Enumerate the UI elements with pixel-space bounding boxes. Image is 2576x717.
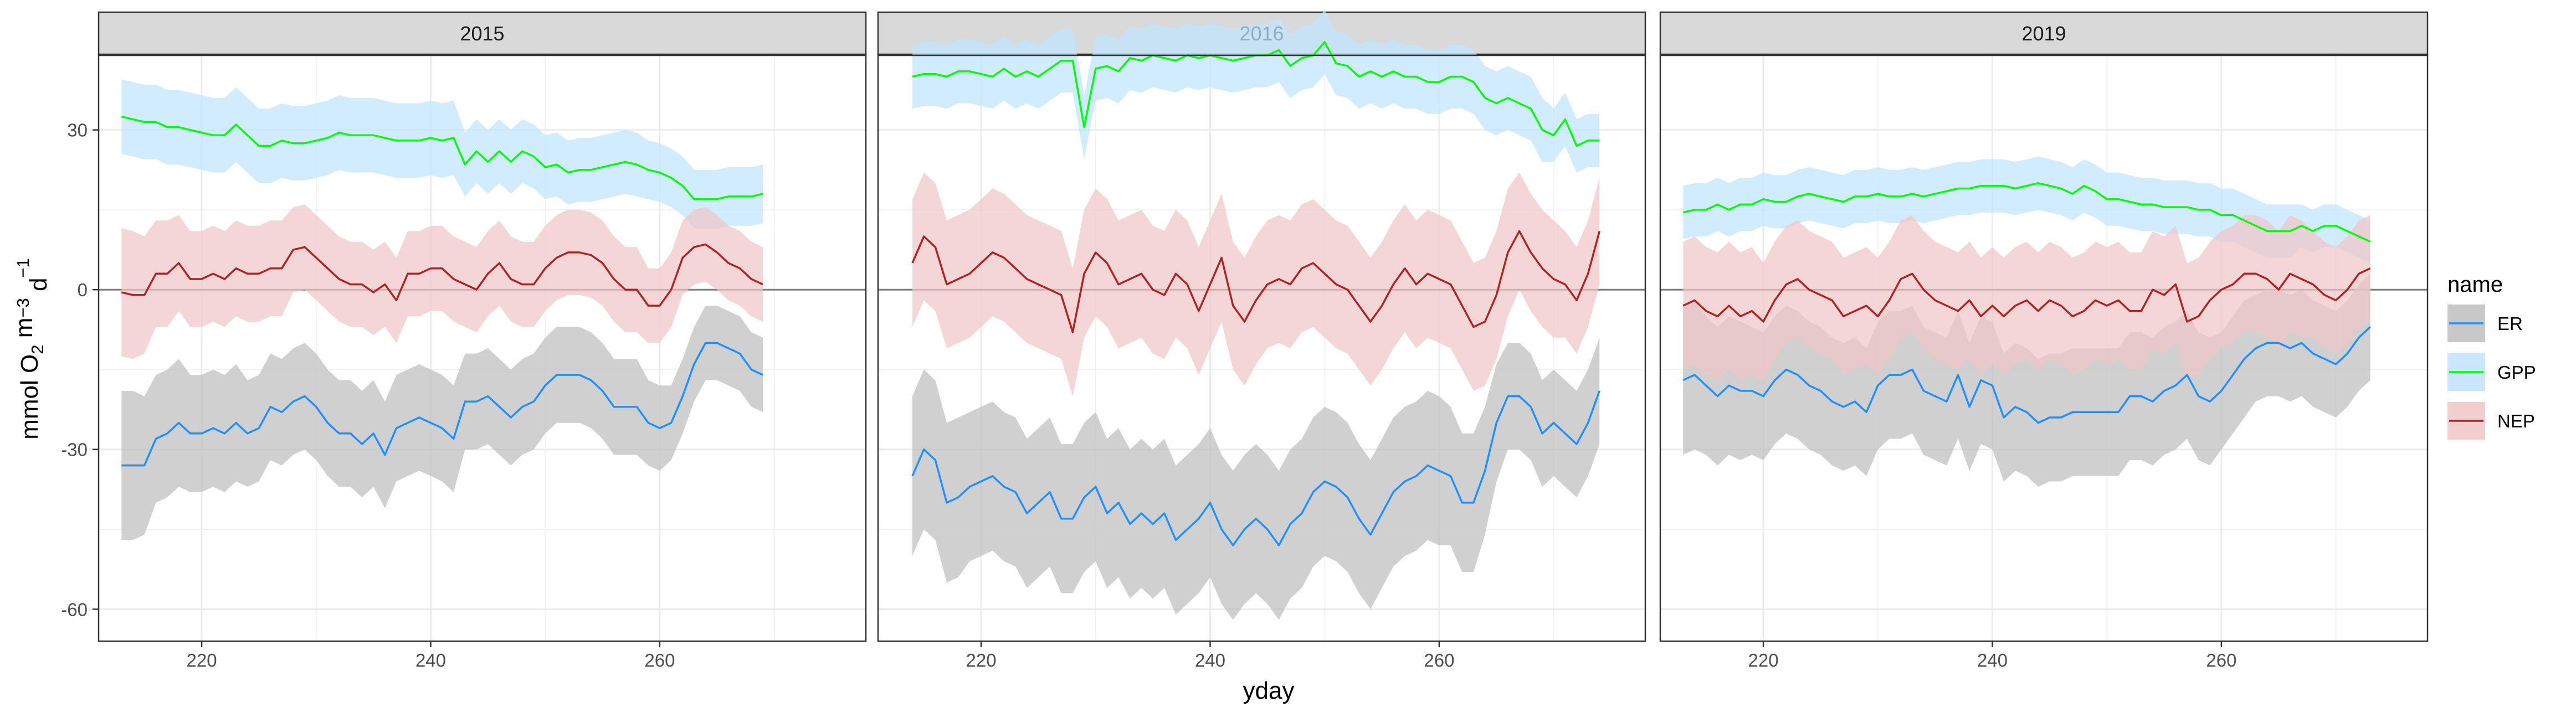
x-tick-label: 260 bbox=[1424, 650, 1454, 670]
x-tick-label: 240 bbox=[1195, 650, 1225, 670]
y-tick-label: 0 bbox=[78, 280, 88, 300]
panel-2016: 2016220240260 bbox=[877, 10, 1646, 670]
series-line-gpp bbox=[121, 115, 763, 200]
ribbon-er bbox=[121, 306, 763, 540]
y-axis-title-part: −1 bbox=[13, 258, 33, 277]
panel-border bbox=[98, 54, 867, 642]
y-tick-label: 30 bbox=[67, 120, 88, 141]
panel-2015: 2015 220 240 260 -60 -30 0 30 bbox=[61, 11, 867, 670]
panel-border bbox=[1659, 54, 2429, 642]
ribbon-gpp bbox=[1683, 156, 2370, 264]
legend-label: GPP bbox=[2497, 362, 2536, 383]
x-axis-title: yday bbox=[1243, 677, 1295, 704]
panel-title: 2019 bbox=[2021, 22, 2066, 45]
series-line-gpp bbox=[1682, 182, 2371, 243]
ribbon-er bbox=[912, 337, 1600, 620]
ribbon-nep bbox=[121, 204, 763, 359]
panel-border bbox=[877, 54, 1646, 642]
legend: name ER GPP NEP bbox=[2447, 272, 2536, 440]
x-tick-label: 220 bbox=[1748, 650, 1779, 670]
x-tick-label: 220 bbox=[966, 650, 997, 670]
panel-strip bbox=[1659, 11, 2429, 55]
legend-title: name bbox=[2447, 272, 2503, 297]
series-line-nep bbox=[121, 243, 763, 307]
y-tick-label: -30 bbox=[61, 440, 88, 460]
series-line-nep bbox=[1682, 267, 2371, 323]
x-tick-label: 240 bbox=[415, 650, 446, 670]
ribbon-er bbox=[1683, 274, 2370, 487]
panel-title: 2015 bbox=[460, 22, 504, 45]
y-axis-title-part: d bbox=[25, 278, 52, 298]
legend-label: ER bbox=[2497, 313, 2523, 334]
y-axis-title-part: mmol O bbox=[16, 354, 43, 440]
x-tick-label: 240 bbox=[1977, 650, 2008, 670]
panel-2019: 2019 220 240 260 bbox=[1659, 11, 2429, 670]
ribbon-nep bbox=[1683, 215, 2370, 380]
series-line-nep bbox=[911, 230, 1600, 333]
series-line-er bbox=[121, 342, 763, 467]
x-tick-label: 260 bbox=[2206, 650, 2236, 670]
ribbon-nep bbox=[912, 172, 1600, 396]
series-line-er bbox=[911, 390, 1600, 546]
ribbon-gpp bbox=[121, 79, 763, 229]
y-axis-title: mmol O2 m−3 d−1 bbox=[11, 258, 52, 440]
y-axis-title-part: 2 bbox=[28, 345, 47, 354]
x-tick-label: 260 bbox=[644, 650, 675, 670]
legend-label: NEP bbox=[2497, 411, 2535, 431]
series-line-er bbox=[1682, 326, 2371, 424]
y-tick-label: -60 bbox=[61, 599, 88, 620]
ribbon-gpp bbox=[912, 10, 1600, 173]
y-axis-title-part: m bbox=[11, 318, 38, 345]
panel-strip bbox=[98, 11, 867, 55]
y-axis-title-part: −3 bbox=[13, 298, 33, 317]
x-tick-label: 220 bbox=[187, 650, 217, 670]
